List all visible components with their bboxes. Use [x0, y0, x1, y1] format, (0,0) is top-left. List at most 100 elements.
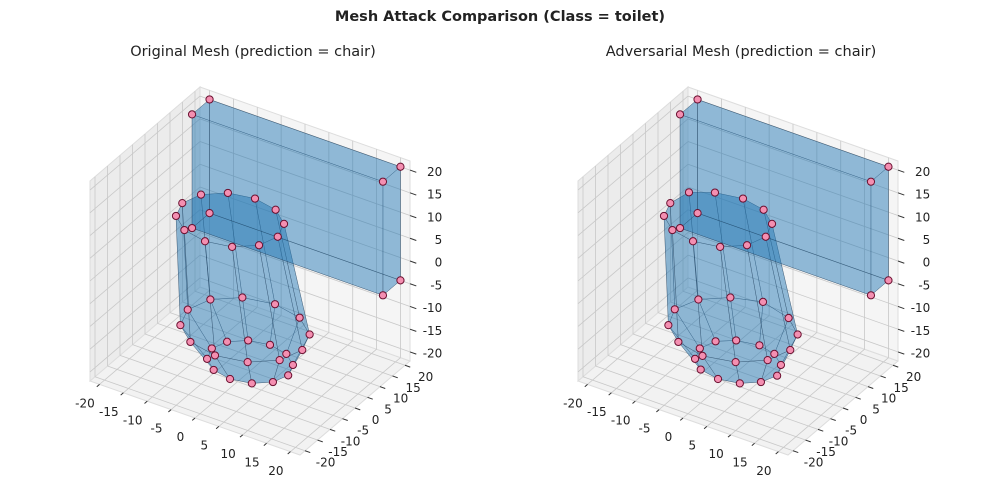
- grid-line: [577, 141, 689, 236]
- vertex: [793, 330, 802, 339]
- vertex: [205, 95, 214, 104]
- vertex: [759, 205, 768, 214]
- vertex: [695, 344, 704, 353]
- y-tick: [817, 428, 824, 432]
- vertex: [378, 177, 388, 186]
- vertex: [711, 337, 720, 346]
- x-tick-label: 5: [200, 439, 208, 453]
- vertex: [866, 177, 876, 186]
- x-tick-label: -5: [151, 422, 163, 436]
- y-tick: [792, 450, 799, 454]
- grid-line: [89, 141, 201, 236]
- y-tick-label: 15: [405, 381, 420, 395]
- vertex: [202, 354, 212, 363]
- vertex: [675, 110, 685, 119]
- y-tick-label: 10: [881, 392, 896, 406]
- y-tick: [367, 396, 373, 400]
- grid-line: [94, 376, 306, 452]
- vertex: [254, 241, 264, 250]
- y-tick-label: -5: [845, 424, 857, 438]
- x-tick-label: -10: [123, 413, 143, 427]
- grid-line: [199, 118, 411, 194]
- grid-line: [199, 163, 411, 239]
- grid-line: [577, 118, 689, 214]
- vertex: [688, 237, 698, 246]
- vertex: [273, 232, 282, 241]
- grid-line: [657, 312, 869, 388]
- x-tick-label: -5: [639, 422, 651, 436]
- vertex: [694, 295, 703, 304]
- vertex: [176, 321, 185, 330]
- vertex: [684, 188, 694, 197]
- x-tick: [584, 383, 588, 388]
- y-tick: [317, 439, 323, 443]
- z-tick-label: 5: [923, 233, 931, 247]
- x-tick: [239, 434, 244, 438]
- subplot: Original Mesh (prediction = chair)-20-15…: [75, 44, 442, 478]
- x-tick: [727, 434, 732, 438]
- grid-line: [194, 290, 406, 366]
- y-tick: [354, 407, 361, 411]
- x-tick: [679, 417, 684, 421]
- x-tick-label: -20: [75, 397, 95, 411]
- grid-line: [670, 301, 881, 377]
- vertex: [732, 336, 741, 345]
- x-tick: [608, 392, 612, 396]
- y-tick-label: -20: [804, 456, 824, 470]
- x-tick-label: -15: [99, 405, 119, 419]
- x-tick: [144, 400, 148, 404]
- z-tick-label: 20: [915, 165, 930, 179]
- z-tick: [897, 305, 905, 310]
- grid-line: [687, 186, 899, 262]
- vertex: [206, 295, 215, 304]
- vertex: [735, 379, 744, 388]
- vertex: [305, 330, 314, 339]
- vertex: [866, 291, 876, 300]
- vertex: [761, 232, 770, 241]
- y-tick-label: 5: [384, 402, 392, 416]
- vertex: [758, 297, 768, 307]
- grid-line: [607, 354, 819, 430]
- grid-line: [577, 95, 689, 191]
- y-tick-label: 10: [393, 392, 408, 406]
- x-tick-label: -20: [563, 397, 583, 411]
- vertex: [784, 313, 793, 323]
- y-tick: [329, 428, 336, 432]
- vertex: [298, 345, 307, 355]
- vertex: [288, 360, 298, 370]
- vertex: [710, 188, 720, 197]
- mesh-face: [191, 99, 210, 229]
- z-tick-label: -15: [911, 324, 931, 338]
- y-tick-label: 20: [906, 370, 921, 384]
- vertex: [664, 321, 673, 330]
- vertex: [238, 293, 247, 302]
- vertex: [180, 225, 189, 235]
- grid-line: [687, 118, 899, 194]
- vertex: [767, 219, 777, 228]
- vertex: [186, 337, 195, 347]
- z-tick-label: 0: [923, 256, 931, 270]
- y-tick-label: -15: [816, 445, 836, 459]
- vertex: [187, 223, 197, 233]
- z-tick: [409, 328, 417, 332]
- x-tick-label: 15: [244, 455, 259, 469]
- vertex: [222, 337, 232, 346]
- x-tick-label: 15: [732, 455, 747, 469]
- grid-line: [119, 354, 331, 430]
- x-tick: [632, 400, 636, 404]
- z-tick-label: -5: [430, 278, 442, 292]
- x-tick-label: 20: [268, 464, 283, 478]
- vertex: [265, 340, 275, 349]
- z-tick-label: 5: [435, 233, 443, 247]
- z-tick: [409, 169, 417, 173]
- vertex: [295, 313, 304, 322]
- grid-line: [89, 254, 201, 350]
- y-tick: [304, 450, 311, 454]
- vertex: [271, 205, 280, 214]
- z-tick: [409, 351, 417, 355]
- vertex: [742, 241, 752, 250]
- vertex: [763, 356, 772, 365]
- x-tick-label: 10: [708, 447, 723, 461]
- vertex: [378, 291, 388, 300]
- vertex: [270, 300, 280, 309]
